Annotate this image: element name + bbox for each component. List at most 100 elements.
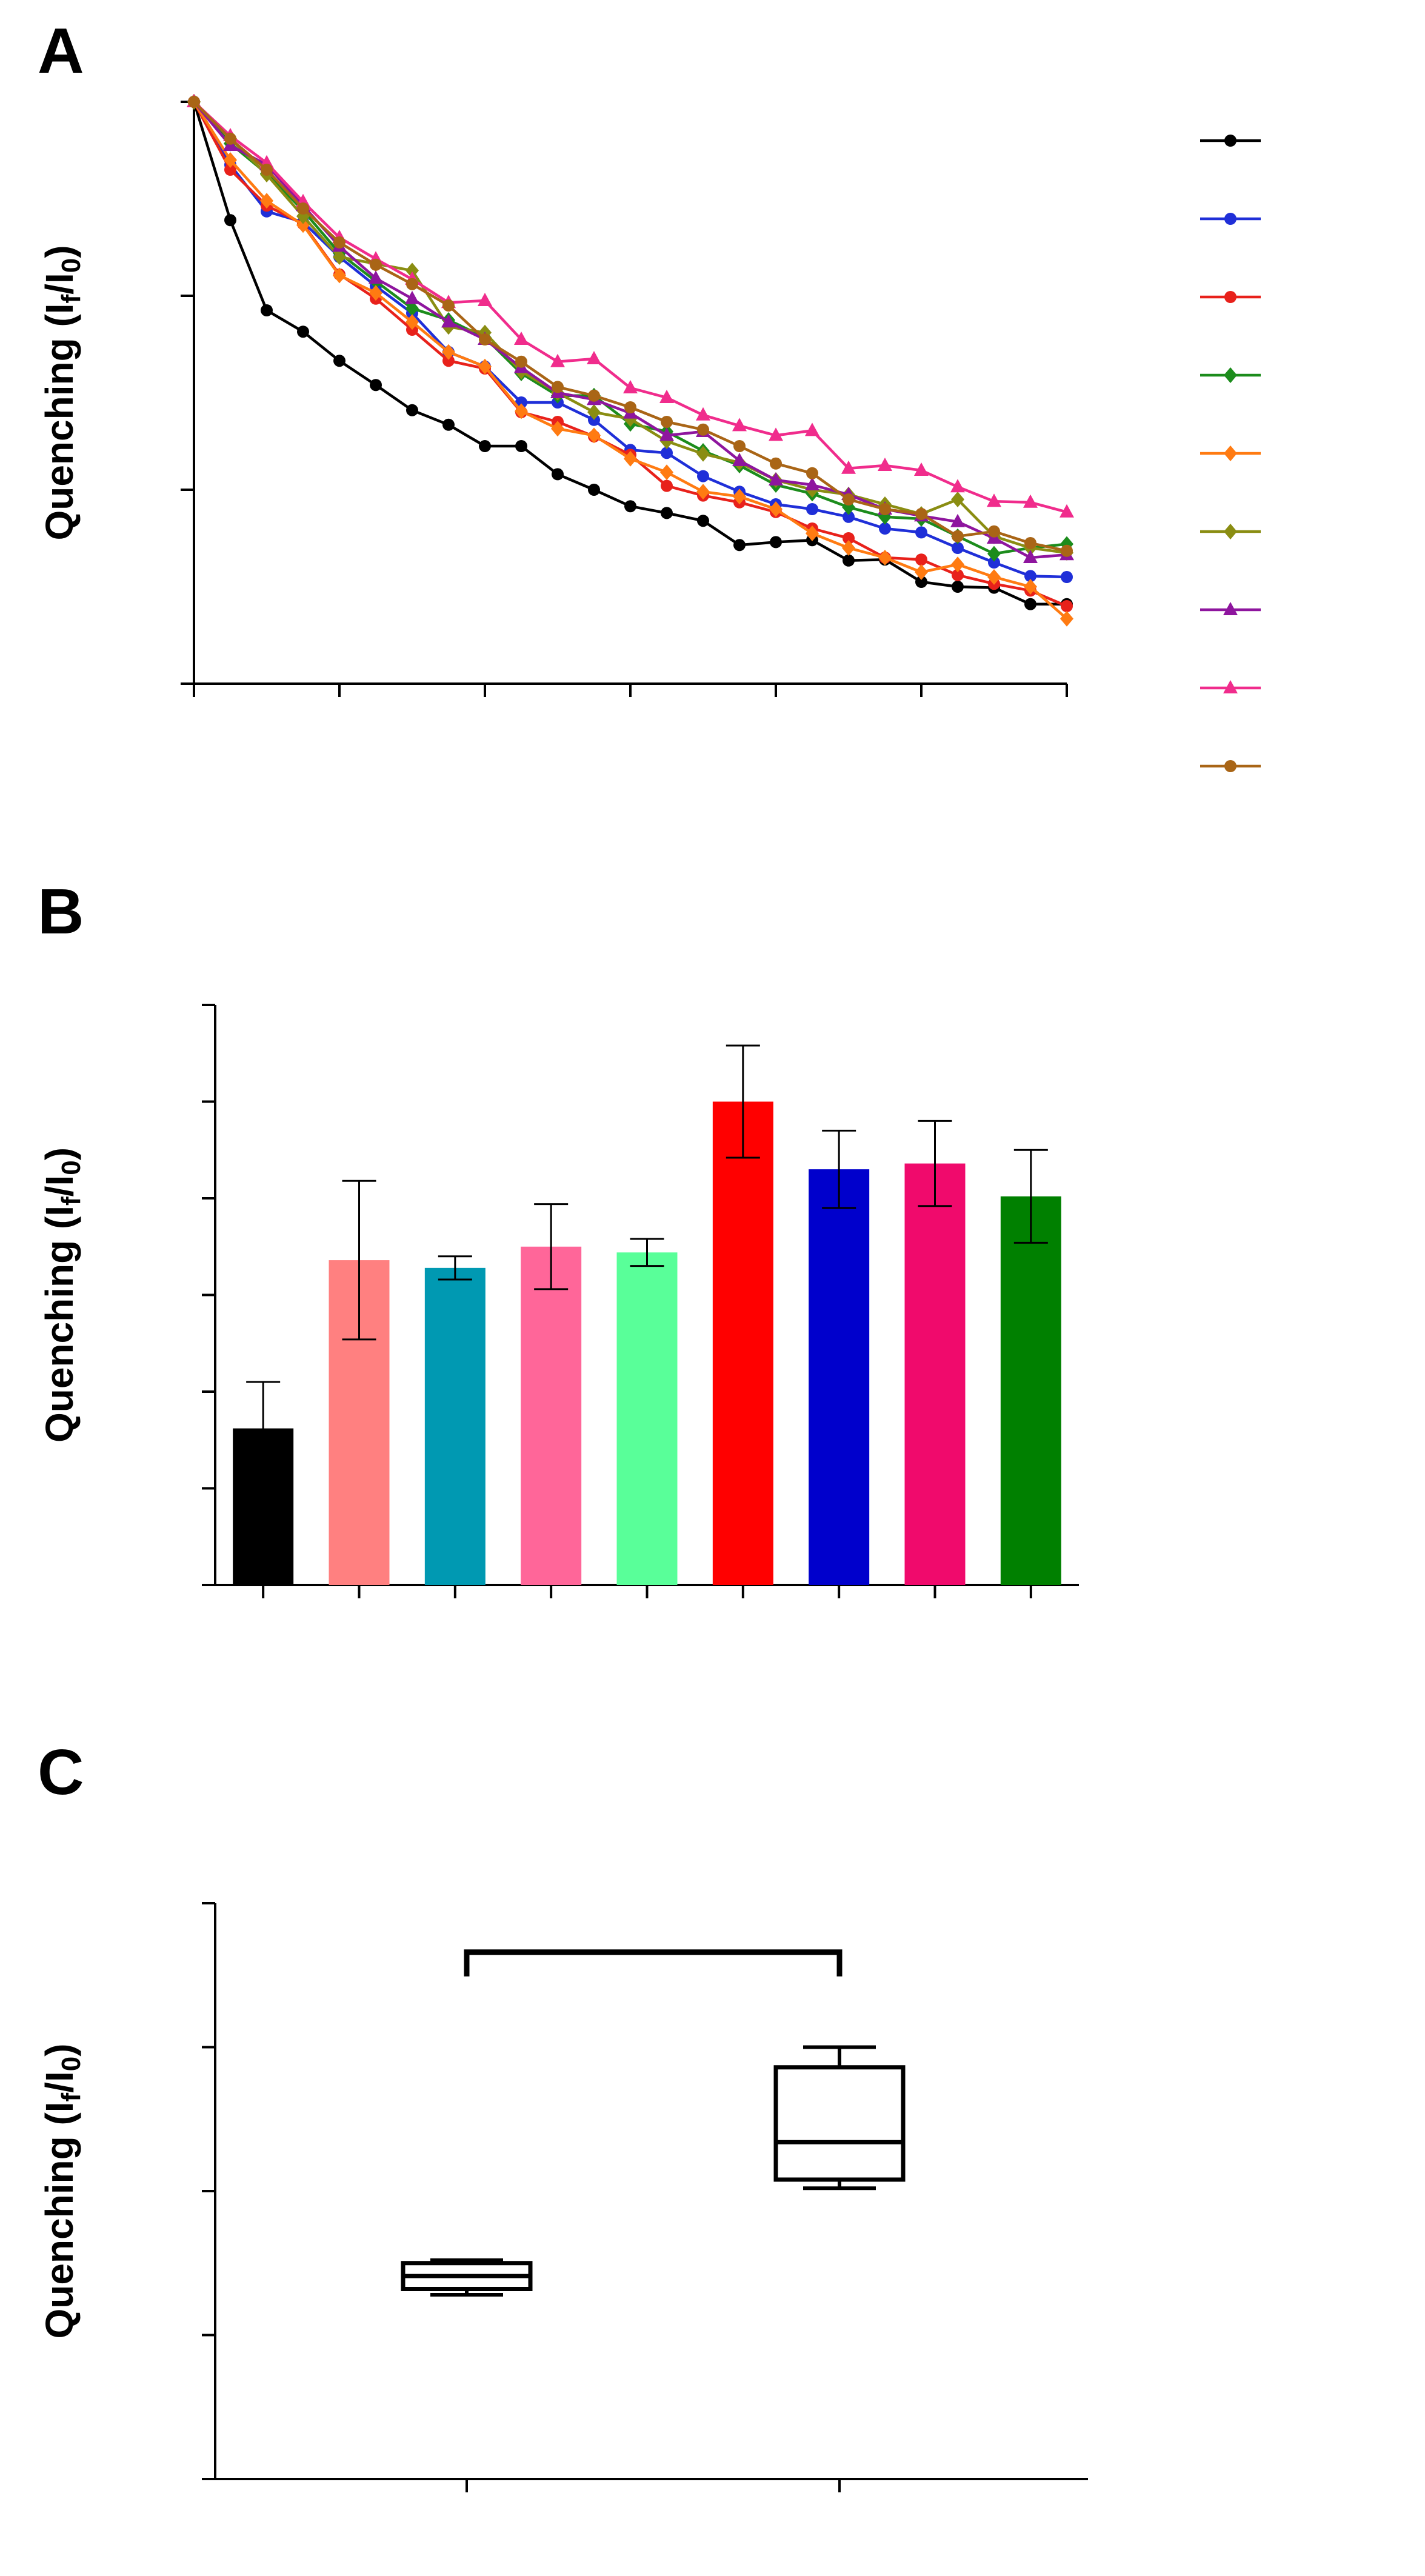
box-negative [401, 2258, 533, 2297]
legend-marker [1224, 213, 1236, 225]
data-point [224, 164, 236, 176]
data-point [369, 270, 383, 284]
series-line [193, 101, 1067, 555]
bar [1000, 1196, 1061, 1585]
data-point [188, 96, 200, 108]
data-point [806, 467, 818, 479]
y-axis-title-part-mid: /I [38, 273, 81, 295]
series-line [193, 101, 1067, 559]
data-point [841, 460, 856, 474]
data-point [369, 285, 382, 301]
data-point [661, 416, 673, 428]
data-point [878, 550, 892, 566]
legend-marker [1224, 760, 1236, 772]
data-point [696, 407, 710, 421]
data-point [843, 532, 855, 544]
panel-label-c: C [38, 1737, 84, 1808]
data-point [405, 314, 419, 330]
data-point [514, 332, 529, 345]
data-point [987, 493, 1001, 507]
data-point [843, 510, 855, 523]
legend-item-blank [1200, 135, 1261, 147]
y-axis-title-part-sub1: f [56, 1196, 86, 1206]
data-point [733, 489, 746, 505]
data-point [732, 453, 747, 466]
y-axis-title-part-sub2: 0 [56, 2057, 86, 2071]
data-point [1060, 504, 1074, 518]
data-point [950, 513, 965, 527]
data-point [660, 464, 673, 481]
bar-p3 [904, 1119, 966, 1585]
data-point [879, 522, 891, 535]
data-point [732, 418, 747, 432]
data-point [442, 344, 455, 360]
bar [616, 1252, 678, 1585]
data-point [1023, 550, 1038, 563]
series-line [193, 101, 1067, 553]
data-point [224, 152, 237, 168]
y-axis-title-part-sub1: f [56, 2092, 86, 2101]
legend-item-p3 [1200, 680, 1261, 693]
y-axis-title-part-mid: /I [38, 2071, 81, 2093]
data-point [405, 262, 419, 279]
legend-marker [1224, 367, 1237, 383]
data-point [915, 526, 927, 539]
data-point [515, 355, 527, 368]
data-point [405, 290, 419, 304]
line-chart-a: Quenching (If/I0) [38, 94, 1261, 772]
data-point [478, 293, 492, 306]
legend-item-p4 [1200, 760, 1261, 772]
data-point [697, 470, 709, 482]
data-point [988, 556, 1000, 569]
data-point [405, 300, 419, 316]
y-axis-title-part-sub1: f [56, 294, 86, 303]
data-point [333, 355, 345, 367]
y-axis-title-part-end: ) [38, 2043, 81, 2056]
data-point [770, 536, 782, 549]
data-point [952, 581, 964, 593]
bar [904, 1163, 966, 1585]
data-point [333, 267, 346, 284]
data-point [879, 503, 891, 515]
data-point [1061, 544, 1073, 557]
bar-n3 [521, 1203, 582, 1585]
bar [809, 1169, 870, 1585]
data-point [805, 477, 819, 490]
data-point [950, 479, 965, 493]
data-point [260, 193, 273, 209]
data-point [769, 501, 783, 517]
data-point [988, 525, 1000, 538]
series-line [193, 101, 1068, 620]
bar-n2 [424, 1255, 486, 1585]
data-point [297, 202, 309, 215]
legend-marker [1223, 602, 1238, 615]
data-point [1023, 494, 1038, 508]
data-point [588, 484, 600, 496]
data-point [552, 468, 564, 481]
legend-item-n4 [1200, 445, 1261, 461]
data-point [261, 304, 273, 316]
data-point [587, 427, 601, 444]
data-point [623, 380, 638, 393]
series-n3 [187, 94, 1073, 562]
data-point [951, 492, 964, 507]
series-p4 [188, 96, 1073, 557]
series-line [192, 101, 1067, 606]
data-point [659, 390, 674, 403]
data-point [661, 479, 673, 492]
data-point [952, 542, 964, 554]
data-point [442, 418, 455, 431]
significance-bracket [464, 1949, 843, 1977]
data-point [915, 553, 927, 566]
data-point [915, 508, 927, 520]
bar-p4 [1000, 1149, 1061, 1585]
legend-item-n1 [1200, 213, 1261, 225]
data-point [224, 132, 236, 145]
data-point [769, 427, 783, 441]
data-point [587, 404, 601, 420]
series-p1 [187, 94, 1073, 561]
bar-n1 [329, 1180, 390, 1585]
data-point [333, 249, 346, 265]
data-point [1024, 537, 1036, 549]
data-point [661, 447, 673, 459]
